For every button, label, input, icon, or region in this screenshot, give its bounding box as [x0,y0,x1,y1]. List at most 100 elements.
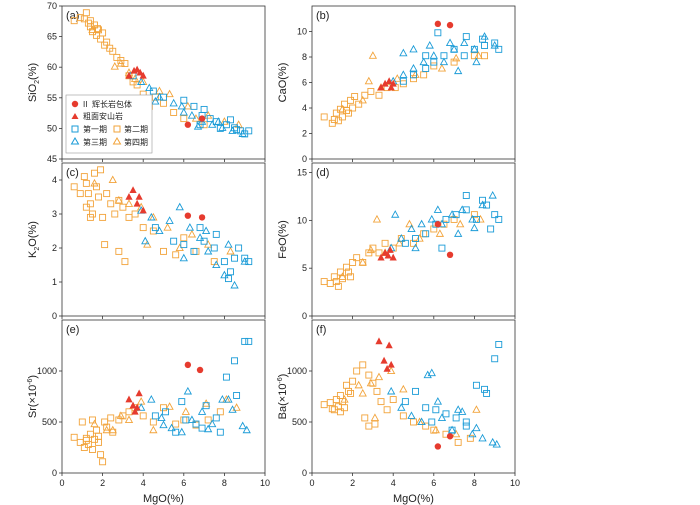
point-phase3 [454,66,463,75]
point-phase3 [159,420,168,429]
point-phase2 [101,241,109,249]
y-tick-label: 6 [302,78,307,88]
point-phase2 [326,280,334,287]
point-phase2 [454,438,462,446]
point-enclave [446,251,454,258]
point-phase2 [339,113,346,121]
point-phase2 [103,190,111,198]
point-phase1 [212,414,220,422]
y-tick-label: 0 [302,311,307,321]
point-phase2 [107,414,115,422]
plot-frame [311,162,516,317]
point-phase2 [365,422,373,430]
point-phase4 [108,175,117,184]
point-phase3 [137,403,146,411]
y-axis-label: K2O(%) [27,221,41,258]
point-phase2 [450,215,458,223]
point-phase1 [462,422,470,430]
point-phase2 [97,166,105,174]
point-phase2 [341,404,348,412]
point-phase2 [361,91,369,99]
point-phase3 [157,413,166,421]
point-phase2 [347,96,355,104]
y-axis-label-text: K [27,250,39,258]
y-tick-label: 70 [47,1,57,11]
point-phase3 [407,224,416,233]
point-phase4 [338,104,347,113]
point-phase2 [349,377,357,385]
y-tick-label: 0 [302,468,307,478]
point-phase3 [427,368,436,377]
point-phase2 [336,268,344,276]
point-phase1 [491,39,499,47]
x-tick-label: 8 [472,478,477,488]
point-phase4 [372,214,382,223]
point-phase3 [179,253,188,262]
point-phase4 [116,58,126,67]
point-enclave [196,366,204,374]
point-andesite [389,79,397,87]
y-tick-label: 0 [52,468,57,478]
panel-f: 0 2 4 6 8 10 0 500 1000 (f) Ba(×10-6) MgO(%) [277,319,520,505]
point-phase1 [182,416,190,424]
series-phase2 [70,166,218,266]
point-phase3 [488,437,497,446]
y-tick-label: 55 [47,93,57,103]
series-phase4 [90,395,241,434]
point-phase3 [437,413,447,421]
legend-entry-phase1: 第一期 [71,124,107,134]
point-phase3 [429,51,438,59]
point-phase1 [483,389,491,397]
point-phase2 [355,100,363,108]
y-tick-label: 2 [302,129,307,139]
point-phase2 [347,273,355,281]
point-phase3 [145,83,154,92]
point-phase4 [108,425,117,434]
point-phase2 [125,408,133,416]
point-andesite [377,83,385,91]
series-phase1 [151,337,253,436]
y-tick-label: 1000 [37,366,57,376]
point-phase1 [491,355,499,363]
point-enclave [446,433,454,440]
point-phase2 [76,190,84,198]
series-phase3 [389,32,499,85]
point-phase2 [172,420,180,428]
point-andesite [387,360,395,368]
y-axis-label-subscript: 2 [34,247,41,251]
point-andesite [385,77,393,85]
y-axis-label-text: ) [27,375,39,379]
point-phase1 [227,116,234,124]
point-phase2 [320,113,328,121]
point-phase3 [208,120,217,128]
legend-marker-phase3 [70,137,80,145]
point-phase1 [151,412,159,420]
legend-entry-phase4: 第四期 [112,137,148,147]
point-phase4 [370,413,380,421]
point-phase2 [410,418,417,426]
point-phase2 [351,93,359,100]
x-tick-label: 6 [431,478,436,488]
point-phase2 [97,35,105,43]
point-phase4 [366,245,376,254]
y-axis-label-text: FeO(%) [277,220,289,259]
point-phase3 [470,44,479,53]
y-axis-label-text: CaO(%) [277,63,289,103]
legend-prefix-enclave: II [83,100,87,109]
point-phase1 [481,385,488,393]
series-phase4 [88,25,243,128]
point-phase1 [434,29,442,37]
point-phase2 [410,75,417,83]
point-phase3 [193,122,203,130]
point-phase3 [488,190,497,199]
y-tick-label: 1 [52,277,57,287]
point-phase3 [480,32,489,40]
point-phase2 [204,416,212,424]
point-phase3 [417,417,426,426]
series-phase2 [70,404,224,466]
point-andesite [131,407,139,415]
point-phase1 [192,420,200,428]
point-phase4 [90,178,99,187]
point-andesite [135,193,143,200]
legend: II 辉长岩包体 粗面安山岩 第一期 第二期 第三期 第四期 [65,94,153,154]
